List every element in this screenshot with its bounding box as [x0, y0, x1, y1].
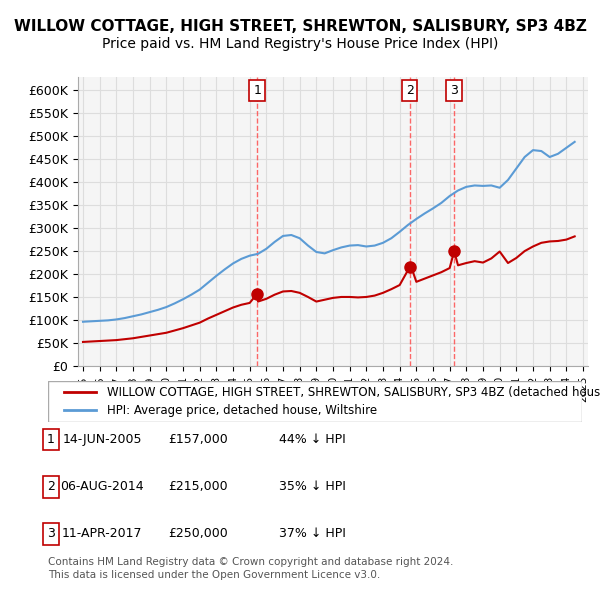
Text: This data is licensed under the Open Government Licence v3.0.: This data is licensed under the Open Gov… — [48, 571, 380, 580]
Text: WILLOW COTTAGE, HIGH STREET, SHREWTON, SALISBURY, SP3 4BZ: WILLOW COTTAGE, HIGH STREET, SHREWTON, S… — [14, 19, 586, 34]
Text: Price paid vs. HM Land Registry's House Price Index (HPI): Price paid vs. HM Land Registry's House … — [102, 37, 498, 51]
Text: WILLOW COTTAGE, HIGH STREET, SHREWTON, SALISBURY, SP3 4BZ (detached house): WILLOW COTTAGE, HIGH STREET, SHREWTON, S… — [107, 386, 600, 399]
Text: 37% ↓ HPI: 37% ↓ HPI — [278, 527, 346, 540]
Text: Contains HM Land Registry data © Crown copyright and database right 2024.: Contains HM Land Registry data © Crown c… — [48, 557, 454, 566]
Text: 1: 1 — [47, 433, 55, 446]
Text: £215,000: £215,000 — [168, 480, 228, 493]
Text: 35% ↓ HPI: 35% ↓ HPI — [278, 480, 346, 493]
Text: 06-AUG-2014: 06-AUG-2014 — [60, 480, 144, 493]
Text: HPI: Average price, detached house, Wiltshire: HPI: Average price, detached house, Wilt… — [107, 404, 377, 417]
Text: 3: 3 — [47, 527, 55, 540]
FancyBboxPatch shape — [48, 381, 582, 422]
Text: 2: 2 — [47, 480, 55, 493]
Text: £250,000: £250,000 — [168, 527, 228, 540]
Text: 11-APR-2017: 11-APR-2017 — [62, 527, 142, 540]
Text: 44% ↓ HPI: 44% ↓ HPI — [278, 433, 346, 446]
Text: £157,000: £157,000 — [168, 433, 228, 446]
Text: 3: 3 — [450, 84, 458, 97]
Text: 14-JUN-2005: 14-JUN-2005 — [62, 433, 142, 446]
Text: 1: 1 — [253, 84, 261, 97]
Text: 2: 2 — [406, 84, 413, 97]
